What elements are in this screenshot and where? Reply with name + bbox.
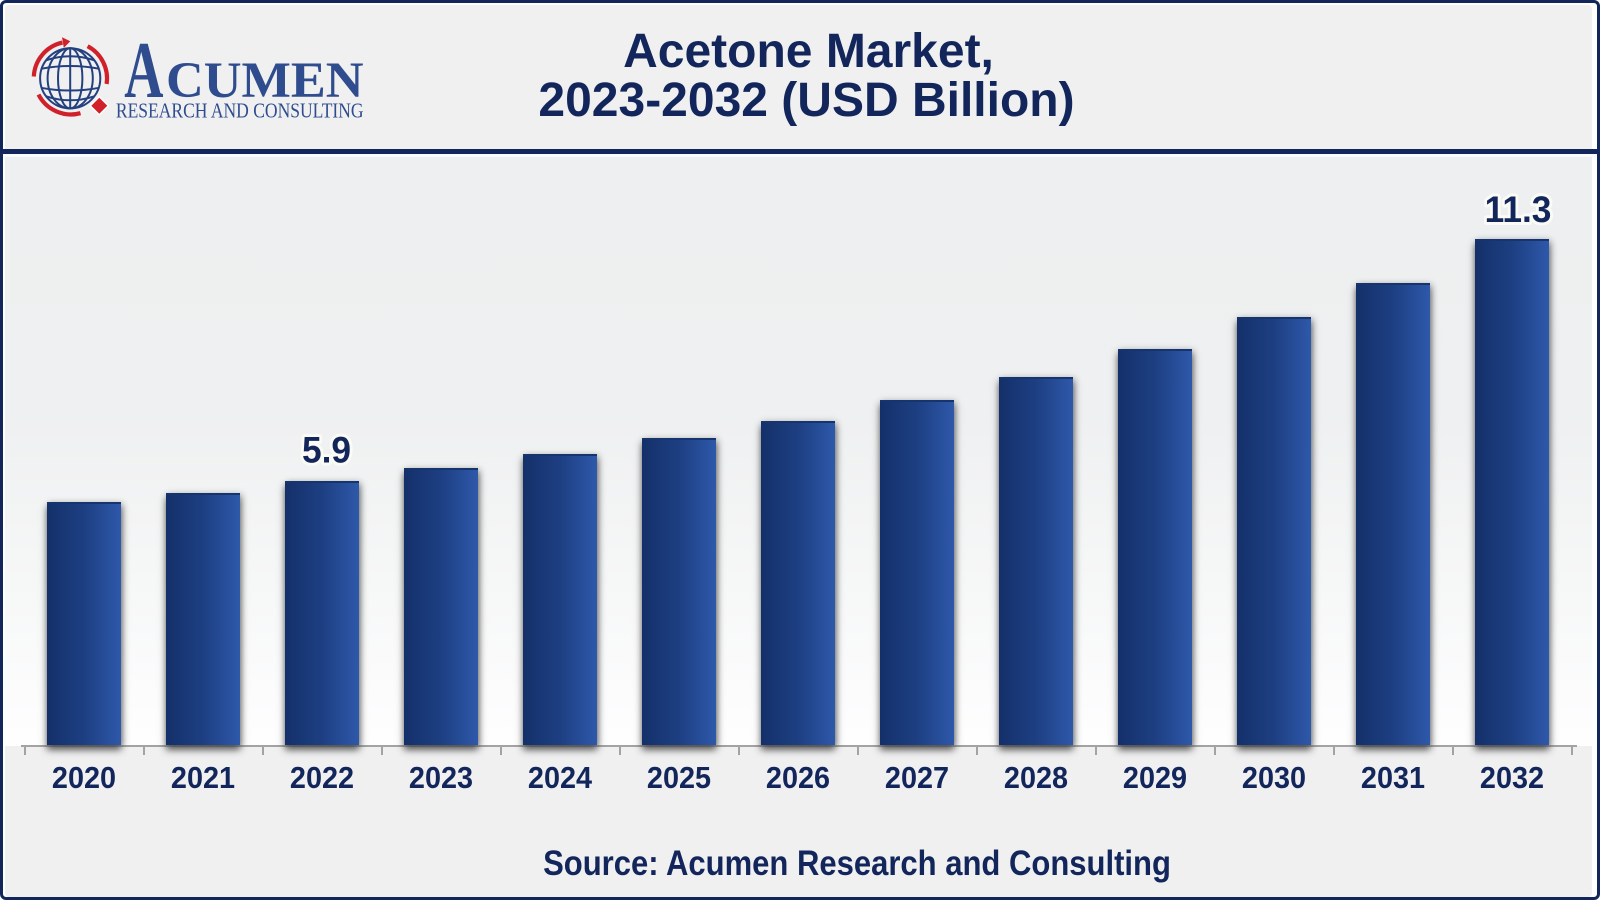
svg-text:CUMEN: CUMEN [166, 53, 364, 109]
svg-text:11.3: 11.3 [1485, 189, 1552, 230]
svg-text:A: A [124, 25, 163, 114]
svg-text:5.9: 5.9 [302, 429, 351, 470]
svg-text:RESEARCH AND CONSULTING: RESEARCH AND CONSULTING [116, 99, 364, 123]
